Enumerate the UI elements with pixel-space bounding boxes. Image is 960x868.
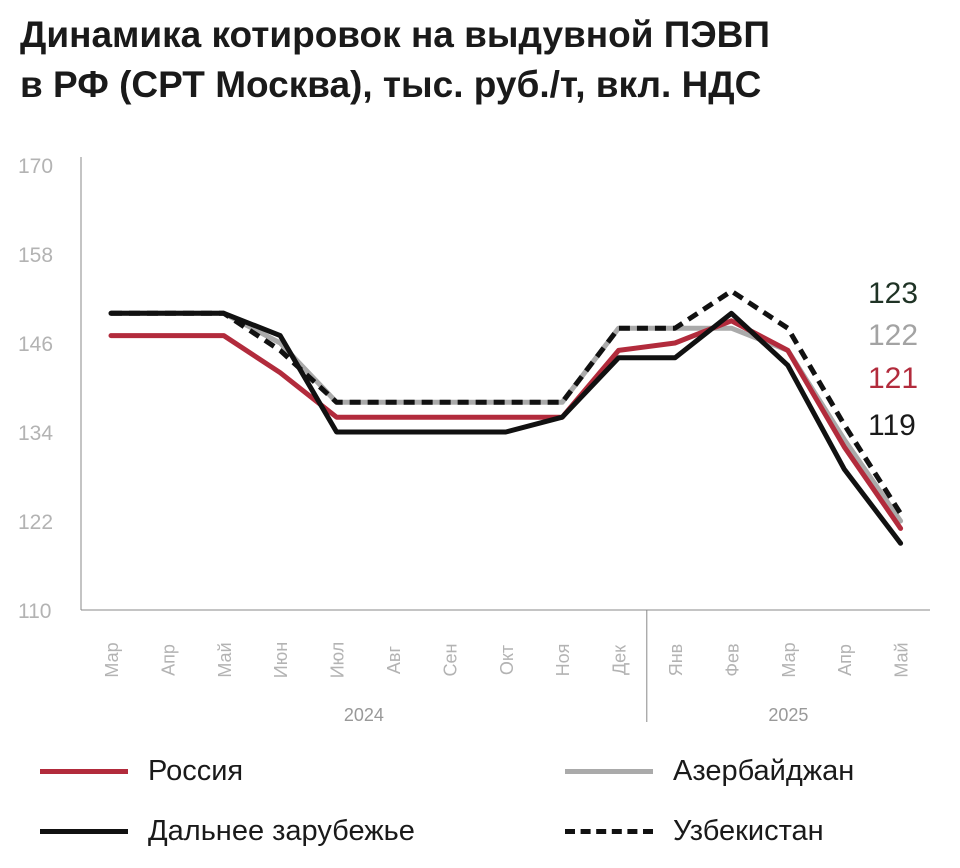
end-value-label: 119 [868,409,916,442]
year-group-label: 2025 [768,705,808,725]
y-tick-label: 110 [18,600,51,623]
x-tick-label: Авг [384,646,404,675]
x-tick-label: Мар [779,642,799,677]
x-tick-label: Июн [271,642,291,678]
chart-end-labels: 123 122 121 119 [868,277,918,442]
chart-series [108,288,904,546]
x-tick-label: Сен [440,644,460,677]
end-value-label: 123 [868,277,918,310]
chart-title-line-1: Динамика котировок на выдувной ПЭВП [20,14,770,55]
chart-title: Динамика котировок на выдувной ПЭВП в РФ… [20,10,950,110]
legend-swatch-azerbaijan [565,769,653,774]
legend-item-far-abroad: Дальнее зарубежье [40,815,415,848]
x-tick-label: Ноя [553,644,573,677]
y-tick-label: 170 [18,155,53,178]
x-tick-label: Апр [835,644,855,676]
x-tick-label: Фев [722,643,742,676]
x-tick-label: Июл [328,642,348,679]
chart-title-line-2: в РФ (СРТ Москва), тыс. руб./т, вкл. НДС [20,64,762,105]
x-tick-label: Дек [610,645,630,675]
series-line [108,310,904,546]
legend-swatch-uzbekistan [565,829,653,834]
y-tick-label: 146 [18,333,53,356]
x-tick-label: Мар [102,642,122,677]
series-line [111,288,903,515]
legend-item-uzbekistan: Узбекистан [565,815,824,848]
y-tick-label: 158 [18,244,53,267]
x-tick-label: Окт [497,645,517,675]
end-value-label: 121 [868,362,918,395]
y-tick-label: 134 [18,422,53,445]
x-tick-label: Апр [158,644,178,676]
x-tick-label: Янв [666,644,686,677]
legend-item-azerbaijan: Азербайджан [565,755,854,788]
y-tick-label: 122 [18,511,53,534]
legend-item-russia: Россия [40,755,243,788]
legend-swatch-russia [40,769,128,774]
legend-label-russia: Россия [148,755,244,787]
legend-swatch-far-abroad [40,829,128,834]
year-group-label: 2024 [344,705,384,725]
series-line [108,318,904,531]
x-tick-label: Май [215,642,235,677]
x-tick-label: Май [892,642,912,677]
chart-axes: 110 122 134 146 158 170 Мар Апр Май Июн Июл Авг Сен О… [18,155,930,725]
legend-label-azerbaijan: Азербайджан [673,755,855,787]
end-value-label: 122 [868,319,918,352]
legend-label-far-abroad: Дальнее зарубежье [148,815,415,847]
legend-label-uzbekistan: Узбекистан [673,815,824,847]
